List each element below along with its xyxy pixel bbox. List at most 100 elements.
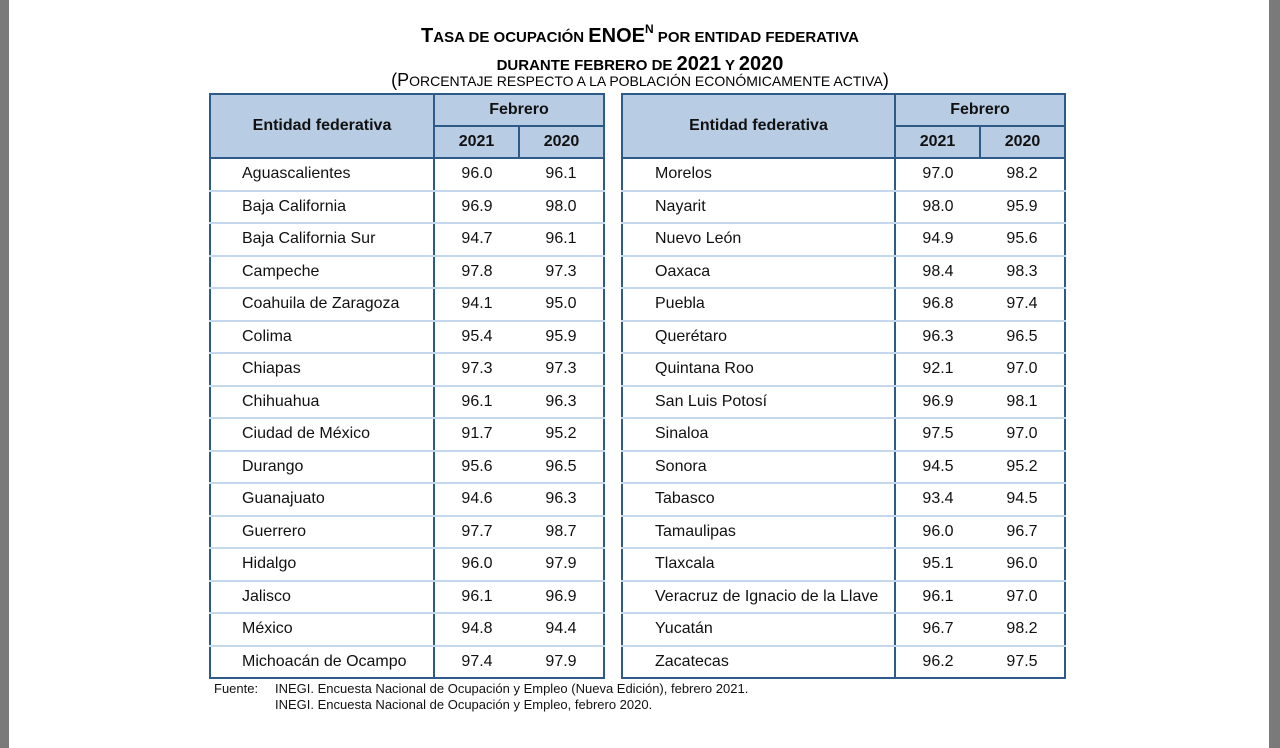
value-2020-cell: 97.4 (980, 288, 1065, 322)
state-name-cell: Tabasco (622, 483, 896, 517)
table-row: Chiapas 97.3 97.3 (210, 353, 604, 387)
state-name-cell: Chihuahua (210, 385, 435, 419)
table-title: TASA DE OCUPACIÓN ENOEN POR ENTIDAD FEDE… (421, 22, 859, 75)
table-row: Tabasco 93.4 94.5 (622, 483, 1065, 517)
state-name-cell: Nayarit (622, 190, 896, 224)
state-name-cell: Sonora (622, 450, 896, 484)
value-2021-cell: 96.8 (895, 288, 980, 322)
table-row: Tamaulipas 96.0 96.7 (622, 515, 1065, 549)
value-2021-cell: 96.1 (434, 385, 519, 419)
value-2021-cell: 97.5 (895, 418, 980, 452)
value-2020-cell: 96.3 (519, 483, 604, 517)
table-row: Sonora 94.5 95.2 (622, 450, 1065, 484)
value-2020-cell: 97.0 (980, 580, 1065, 614)
value-2020-cell: 97.0 (980, 353, 1065, 387)
table-row: Jalisco 96.1 96.9 (210, 580, 604, 614)
value-2020-cell: 95.9 (980, 190, 1065, 224)
header-2020: 2020 (979, 125, 1066, 159)
value-2020-cell: 94.5 (980, 483, 1065, 517)
value-2021-cell: 94.9 (895, 223, 980, 257)
state-name-cell: Guanajuato (210, 483, 435, 517)
value-2021-cell: 97.4 (461, 652, 493, 670)
value-2020-cell: 95.9 (519, 320, 604, 354)
table-row: Michoacán de Ocampo 97.4 97.9 (210, 645, 604, 678)
value-2021-cell: 97.3 (434, 353, 519, 387)
state-name-cell: Yucatán (622, 613, 896, 647)
value-2020-cell: 96.5 (980, 320, 1065, 354)
value-2021-cell: 94.7 (434, 223, 519, 257)
state-name-cell: México (210, 613, 435, 647)
state-name-cell: Aguascalientes (210, 158, 435, 192)
value-2021-cell: 97.8 (434, 255, 519, 289)
table-row: Baja California 96.9 98.0 (210, 190, 604, 224)
table-row: Yucatán 96.7 98.2 (622, 613, 1065, 647)
state-name-cell: Coahuila de Zaragoza (210, 288, 435, 322)
table-row: Hidalgo 96.0 97.9 (210, 548, 604, 582)
state-name-cell: Hidalgo (210, 548, 435, 582)
value-2020-cell: 97.5 (1006, 652, 1038, 670)
state-name-cell: Veracruz de Ignacio de la Llave (622, 580, 896, 614)
table-row: Querétaro 96.3 96.5 (622, 320, 1065, 354)
state-name-cell: Guerrero (210, 515, 435, 549)
table-row: Nuevo León 94.9 95.6 (622, 223, 1065, 257)
value-2020-cell: 96.1 (519, 223, 604, 257)
value-2021-cell: 96.0 (434, 548, 519, 582)
table-row: Quintana Roo 92.1 97.0 (622, 353, 1065, 387)
value-2020-cell: 98.2 (980, 158, 1065, 192)
value-2020-cell: 94.4 (519, 613, 604, 647)
state-name-cell: Michoacán de Ocampo (210, 645, 435, 678)
table-row: Colima 95.4 95.9 (210, 320, 604, 354)
state-name-cell: Oaxaca (622, 255, 896, 289)
value-2021-cell: 96.9 (895, 385, 980, 419)
value-2020-cell: 97.9 (519, 548, 604, 582)
value-2021-cell: 94.1 (434, 288, 519, 322)
value-2020-cell: 97.0 (980, 418, 1065, 452)
value-2020-cell: 96.9 (519, 580, 604, 614)
value-2020-cell: 95.2 (519, 418, 604, 452)
value-2020-cell: 95.6 (980, 223, 1065, 257)
table-row: Morelos 97.0 98.2 (622, 158, 1065, 192)
table-row: Veracruz de Ignacio de la Llave 96.1 97.0 (622, 580, 1065, 614)
header-febrero: Febrero (433, 93, 605, 127)
table-row: México 94.8 94.4 (210, 613, 604, 647)
state-name-cell: San Luis Potosí (622, 385, 896, 419)
state-name-cell: Puebla (622, 288, 896, 322)
state-name-cell: Durango (210, 450, 435, 484)
header-2020: 2020 (518, 125, 605, 159)
table-row: Campeche 97.8 97.3 (210, 255, 604, 289)
table-row: Zacatecas 96.2 97.5 (622, 645, 1065, 678)
state-name-cell: Baja California (210, 190, 435, 224)
state-name-cell: Tlaxcala (622, 548, 896, 582)
source-footnote: Fuente: INEGI. Encuesta Nacional de Ocupa… (214, 681, 749, 712)
table-subtitle: (PORCENTAJE RESPECTO A LA POBLACIÓN ECON… (391, 70, 889, 90)
table-row: Puebla 96.8 97.4 (622, 288, 1065, 322)
state-name-cell: Sinaloa (622, 418, 896, 452)
table-row: Tlaxcala 95.1 96.0 (622, 548, 1065, 582)
table-row: Sinaloa 97.5 97.0 (622, 418, 1065, 452)
state-name-cell: Querétaro (622, 320, 896, 354)
value-2021-cell: 97.0 (895, 158, 980, 192)
state-name-cell: Nuevo León (622, 223, 896, 257)
value-2021-cell: 96.9 (434, 190, 519, 224)
state-name-cell: Quintana Roo (622, 353, 896, 387)
table-row: San Luis Potosí 96.9 98.1 (622, 385, 1065, 419)
table-row: Guerrero 97.7 98.7 (210, 515, 604, 549)
table-row: Oaxaca 98.4 98.3 (622, 255, 1065, 289)
table-row: Nayarit 98.0 95.9 (622, 190, 1065, 224)
state-name-cell: Zacatecas (622, 645, 896, 678)
value-2020-cell: 97.3 (519, 353, 604, 387)
value-2020-cell: 96.7 (980, 515, 1065, 549)
value-2021-cell: 96.1 (895, 580, 980, 614)
state-name-cell: Ciudad de México (210, 418, 435, 452)
value-2020-cell: 96.1 (519, 158, 604, 192)
value-2020-cell: 95.2 (980, 450, 1065, 484)
value-2020-cell: 98.0 (519, 190, 604, 224)
state-name-cell: Tamaulipas (622, 515, 896, 549)
state-name-cell: Chiapas (210, 353, 435, 387)
value-2020-cell: 97.3 (519, 255, 604, 289)
header-entidad: Entidad federativa (621, 93, 896, 159)
value-2021-cell: 94.5 (895, 450, 980, 484)
value-2021-cell: 98.4 (895, 255, 980, 289)
value-2021-cell: 94.6 (434, 483, 519, 517)
value-2020-cell: 98.1 (980, 385, 1065, 419)
